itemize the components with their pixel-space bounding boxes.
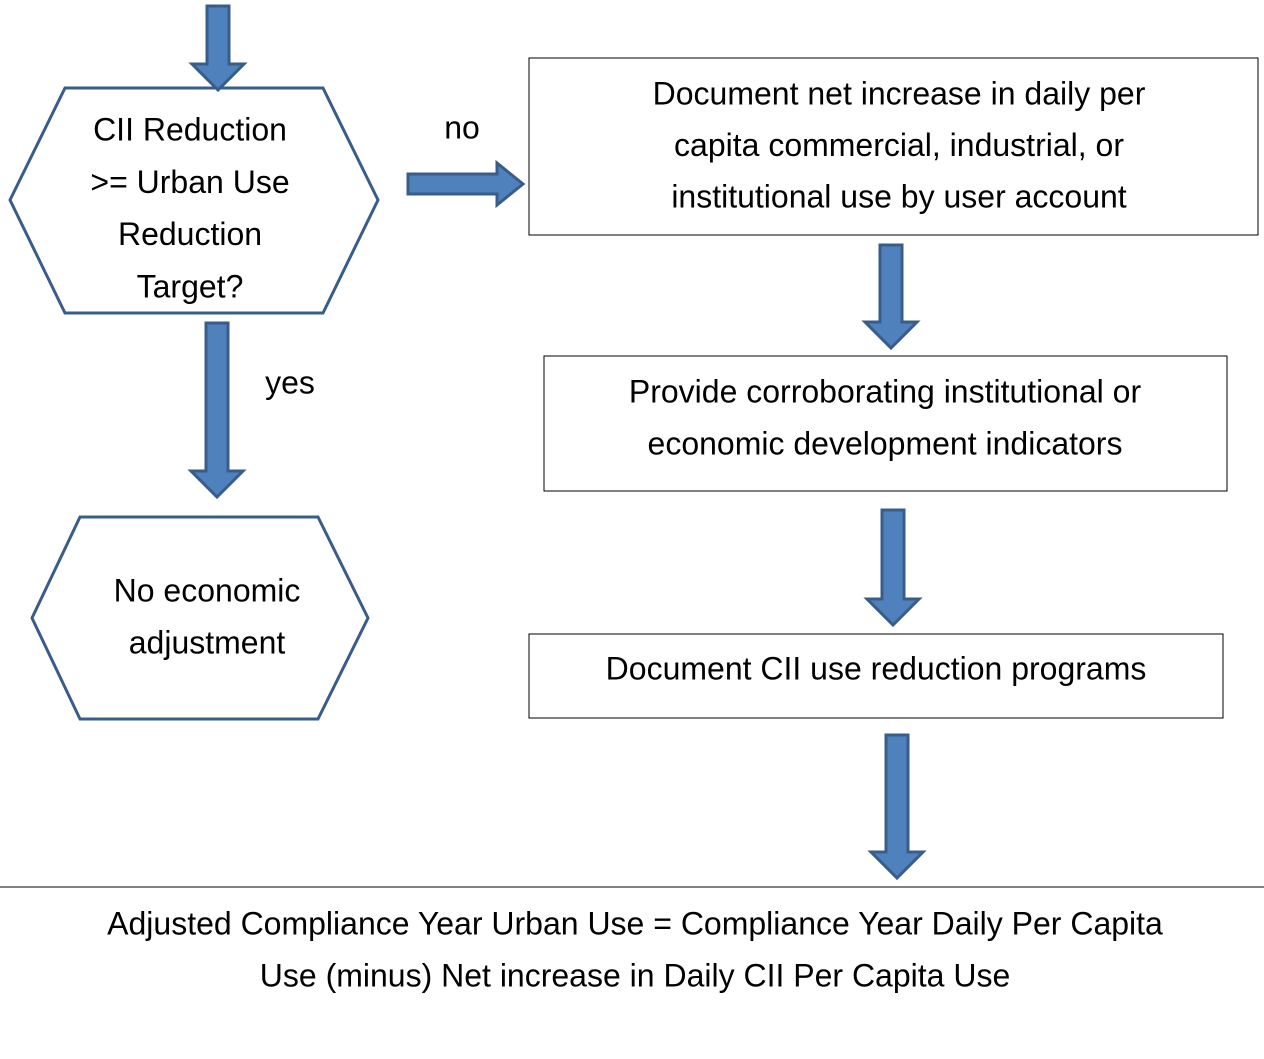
edge-label: yes xyxy=(265,364,315,400)
node-label: Document net increase in daily per xyxy=(653,75,1146,111)
node-label: Use (minus) Net increase in Daily CII Pe… xyxy=(260,957,1010,993)
node-label: No economic xyxy=(114,572,301,608)
arrow xyxy=(187,321,247,500)
process-box xyxy=(543,355,1228,492)
arrow xyxy=(406,159,526,209)
node-label: economic development indicators xyxy=(648,425,1123,461)
node-label: >= Urban Use xyxy=(90,164,289,200)
process-box xyxy=(528,57,1259,236)
edge-label: no xyxy=(444,109,480,145)
arrow xyxy=(861,243,921,351)
node-label: capita commercial, industrial, or xyxy=(674,127,1124,163)
node-label: adjustment xyxy=(129,624,286,660)
arrow xyxy=(863,508,923,628)
node-label: Reduction xyxy=(118,216,262,252)
node-label: CII Reduction xyxy=(93,111,287,147)
node-label: Target? xyxy=(137,268,244,304)
node-label: Document CII use reduction programs xyxy=(606,650,1147,686)
arrow xyxy=(867,733,927,881)
decision-hexagon xyxy=(8,86,380,315)
end-hexagon xyxy=(30,515,370,721)
node-label: Provide corroborating institutional or xyxy=(629,373,1142,409)
process-box xyxy=(528,633,1224,719)
node-label: institutional use by user account xyxy=(671,178,1126,214)
arrow xyxy=(188,4,248,93)
node-label: Adjusted Compliance Year Urban Use = Com… xyxy=(107,905,1163,941)
